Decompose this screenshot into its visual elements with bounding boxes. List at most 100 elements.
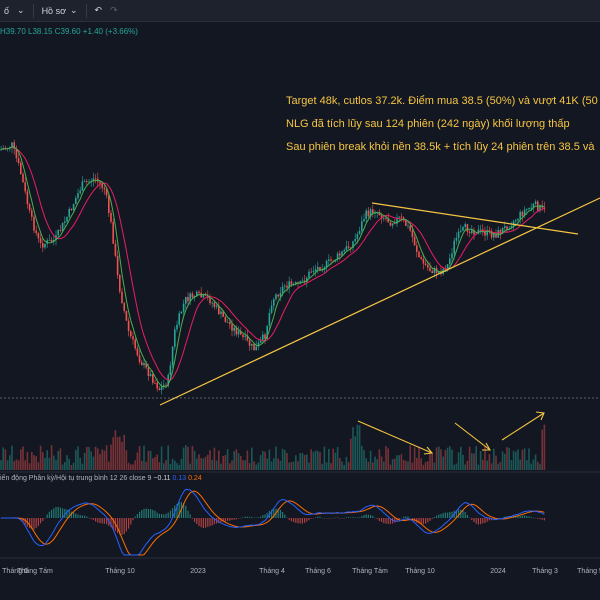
- volume-bar: [385, 446, 387, 470]
- histogram-bar: [484, 518, 486, 523]
- volume-bar: [20, 449, 22, 470]
- candle: [389, 221, 392, 227]
- volume-bar: [152, 458, 154, 470]
- volume-bar: [68, 459, 70, 470]
- volume-bar: [347, 462, 350, 470]
- histogram-bar: [502, 517, 504, 519]
- trendline-support[interactable]: [159, 197, 600, 406]
- volume-bar: [526, 460, 528, 470]
- volume-bar: [358, 425, 361, 470]
- histogram-bar: [238, 518, 240, 519]
- candle: [185, 296, 187, 309]
- annotation-target[interactable]: Target 48k, cutlos 37.2k. Điểm mua 38.5 …: [286, 95, 598, 107]
- volume-bar: [350, 438, 352, 470]
- histogram-bar: [367, 514, 369, 518]
- volume-bar: [189, 463, 191, 470]
- volume-bar: [57, 451, 59, 470]
- histogram-bar: [530, 517, 532, 518]
- candle: [519, 209, 521, 224]
- histogram-bar: [266, 512, 268, 518]
- candle: [270, 300, 273, 315]
- undo-icon[interactable]: ↶: [94, 5, 103, 15]
- candle: [523, 206, 526, 219]
- candle: [482, 224, 484, 236]
- histogram-bar: [462, 510, 464, 518]
- time-axis-label: Tháng 5: [577, 568, 600, 575]
- volume-bar: [132, 464, 134, 470]
- volume-bar: [262, 451, 264, 470]
- candle: [130, 329, 132, 339]
- volume-bar: [537, 461, 539, 470]
- volume-bar: [490, 463, 493, 470]
- annotation-accumulation[interactable]: NLG đã tích lũy sau 124 phiên (242 ngày)…: [286, 118, 570, 130]
- histogram-bar: [57, 506, 59, 518]
- volume-bar: [396, 455, 398, 470]
- candle: [418, 250, 420, 258]
- volume-bar: [380, 456, 383, 470]
- candle: [277, 294, 279, 299]
- volume-bar: [543, 424, 546, 470]
- volume-bar: [473, 453, 475, 470]
- candle: [361, 215, 363, 235]
- candle: [191, 291, 194, 300]
- candle: [526, 208, 528, 215]
- volume-bar: [160, 446, 163, 470]
- candle: [273, 297, 275, 311]
- candle: [314, 264, 317, 277]
- candle: [387, 213, 389, 223]
- histogram-bar: [253, 517, 255, 519]
- redo-icon[interactable]: ↷: [110, 5, 118, 15]
- histogram-bar: [196, 518, 198, 525]
- histogram-bar: [308, 518, 310, 521]
- profile-menu-button[interactable]: Hồ sơ ⌄: [38, 0, 82, 22]
- histogram-bar: [425, 518, 427, 524]
- candle: [486, 225, 488, 240]
- volume-bar: [530, 463, 532, 470]
- toolbar-left-label[interactable]: ố: [4, 5, 10, 16]
- volume-bar: [185, 445, 187, 470]
- candle: [50, 237, 53, 243]
- volume-bar: [460, 446, 462, 470]
- candle: [354, 233, 356, 243]
- chevron-down-icon[interactable]: ⌄: [17, 5, 25, 15]
- histogram-bar: [328, 518, 330, 519]
- candle: [218, 301, 220, 316]
- volume-bar: [372, 462, 374, 470]
- histogram-bar: [442, 513, 444, 518]
- histogram-bar: [343, 517, 345, 519]
- volume-bar: [55, 459, 57, 470]
- volume-bar: [493, 448, 495, 470]
- volume-bar: [517, 449, 519, 470]
- candle: [517, 218, 519, 225]
- histogram-bar: [535, 517, 537, 519]
- histogram-bar: [319, 516, 321, 518]
- volume-bar: [330, 463, 332, 470]
- histogram-bar: [407, 516, 409, 518]
- histogram-bar: [433, 517, 435, 518]
- candle: [242, 334, 244, 341]
- volume-bar: [308, 462, 310, 470]
- volume-bar: [515, 451, 517, 470]
- volume-bar: [301, 452, 304, 470]
- histogram-bar: [365, 514, 367, 518]
- histogram-bar: [235, 518, 237, 520]
- volume-bar: [116, 437, 119, 470]
- histogram-bar: [218, 518, 220, 524]
- volume-bar: [240, 456, 242, 470]
- time-axis-label: Tháng 6: [2, 568, 28, 575]
- volume-bar: [484, 445, 486, 470]
- macd-indicator-title[interactable]: iến động Phân kỳ/Hội tụ trung bình 12 26…: [0, 475, 202, 482]
- volume-bar: [508, 447, 510, 470]
- histogram-bar: [330, 518, 332, 519]
- volume-bar: [389, 464, 392, 470]
- histogram-bar: [123, 518, 125, 535]
- candle: [226, 318, 229, 323]
- volume-bar: [376, 459, 378, 470]
- histogram-bar: [332, 517, 334, 519]
- annotation-breakout[interactable]: Sau phiên break khỏi nền 38.5k + tích lũ…: [286, 141, 595, 153]
- volume-bar: [220, 463, 222, 470]
- volume-bar: [319, 452, 321, 470]
- histogram-bar: [92, 518, 94, 520]
- trendline-resistance[interactable]: [371, 202, 579, 235]
